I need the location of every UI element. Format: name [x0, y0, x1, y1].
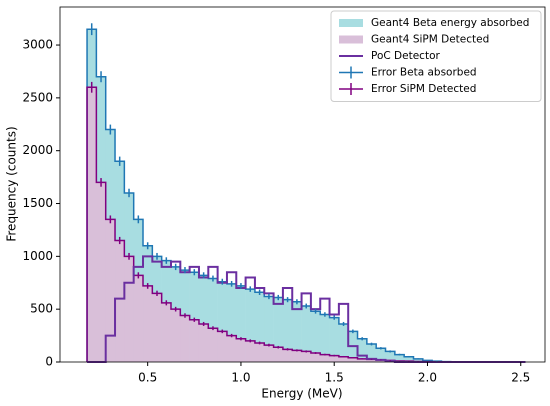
legend-label: Geant4 SiPM Detected [371, 34, 489, 46]
y-tick-label: 0 [45, 355, 53, 369]
histogram-bar [245, 289, 256, 362]
histogram-bar [320, 314, 330, 362]
legend-label: Error Beta absorbed [371, 67, 477, 79]
legend-swatch [339, 35, 363, 44]
histogram-bar [301, 306, 312, 362]
histogram-bar [217, 331, 228, 362]
histogram-bar [264, 345, 274, 362]
plot-frame [59, 6, 546, 363]
histogram-bar [376, 359, 386, 362]
y-tick-label: 3000 [22, 38, 53, 52]
histogram-bar [226, 335, 237, 362]
histogram-bar [329, 355, 340, 362]
histogram-bar [198, 323, 209, 362]
x-tick-label: 0.5 [138, 371, 157, 385]
histogram-bar [357, 358, 368, 362]
histogram-bar [329, 317, 340, 362]
histogram-bar [161, 302, 172, 362]
histogram-bar [357, 338, 368, 362]
y-tick-label: 2000 [22, 143, 53, 157]
histogram-bar [124, 256, 134, 362]
histogram-bar [338, 323, 349, 362]
histogram-bar [180, 315, 190, 362]
histogram-bar [394, 354, 405, 362]
histogram-bar [105, 219, 116, 362]
x-tick-label: 2.5 [511, 371, 530, 385]
histogram-bar [404, 356, 414, 362]
histogram-bar [115, 240, 125, 362]
histogram-bar [310, 311, 321, 362]
histogram-bar [198, 275, 209, 362]
histogram-bar [152, 293, 162, 362]
histogram-bar [208, 328, 218, 362]
y-tick-label: 500 [30, 302, 53, 316]
histogram-bar [226, 283, 237, 362]
legend-label: Geant4 Beta energy absorbed [371, 17, 529, 29]
histogram-bar [413, 358, 424, 362]
y-tick-label: 1000 [22, 249, 53, 263]
y-axis-label: Frequency (counts) [5, 126, 19, 241]
legend-box [330, 10, 542, 102]
histogram-bar [236, 338, 246, 362]
histogram-bar [133, 275, 144, 362]
histogram-bar [385, 351, 396, 362]
histogram-bar [282, 349, 293, 362]
histogram-bar [217, 281, 228, 362]
histogram-bar [376, 348, 386, 362]
y-tick-label: 1500 [22, 196, 53, 210]
histogram-bar [189, 272, 200, 362]
legend-label: PoC Detector [371, 50, 440, 62]
histogram-bar [301, 351, 312, 362]
legend-swatch [339, 19, 363, 27]
histogram-bar [87, 87, 97, 363]
histogram-bar [245, 340, 256, 362]
histogram-bar [254, 292, 265, 362]
histogram-bar [264, 296, 274, 362]
legend: Geant4 Beta energy absorbed Geant4 SiPM D… [330, 10, 542, 102]
histogram-bar [273, 347, 284, 362]
histogram-bar [96, 182, 107, 362]
legend-label: Error SiPM Detected [371, 83, 476, 95]
histogram-bar [366, 344, 377, 362]
y-tick-label: 2500 [22, 90, 53, 104]
histogram-bar [254, 342, 265, 362]
histogram-bar [348, 357, 358, 362]
histogram-bar [292, 301, 302, 362]
histogram-bar [310, 353, 321, 362]
histogram-bar [170, 309, 181, 362]
histogram-bar [273, 297, 284, 362]
histogram-bar [338, 356, 349, 362]
x-tick-label: 2.0 [418, 371, 437, 385]
histogram-bar [282, 299, 293, 362]
x-axis-label: Energy (MeV) [261, 387, 342, 401]
histogram-bar [320, 354, 330, 362]
histogram-bar [292, 350, 302, 362]
x-tick-label: 1.5 [325, 371, 344, 385]
histogram-bar [236, 285, 246, 362]
x-tick-label: 1.0 [231, 371, 250, 385]
histogram-bar [208, 278, 218, 362]
histogram-bar [143, 285, 153, 362]
histogram-bar [189, 319, 200, 362]
histogram-bar [366, 359, 377, 362]
